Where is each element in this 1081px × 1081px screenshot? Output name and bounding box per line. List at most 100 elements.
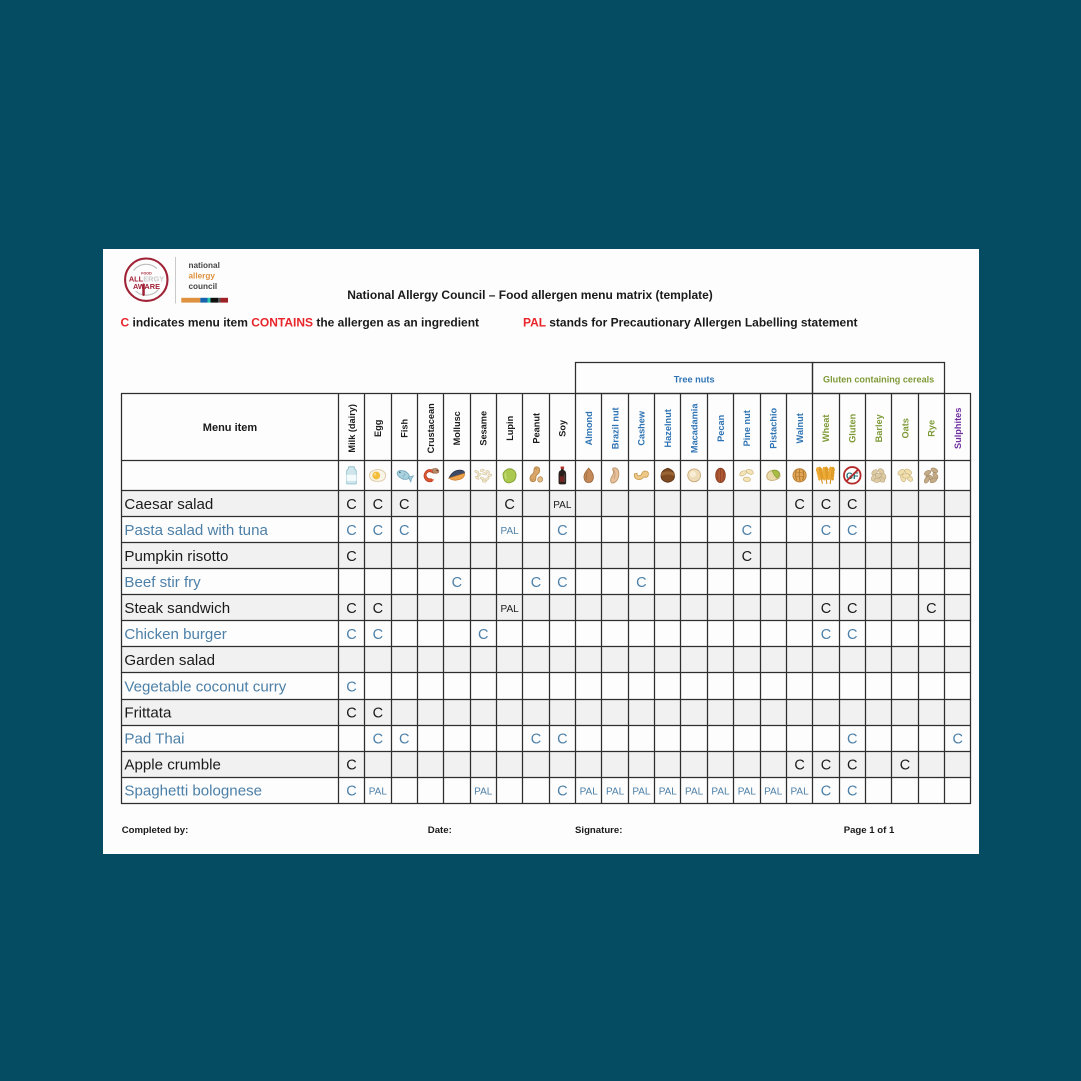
svg-text:PAL: PAL [369,787,388,798]
svg-text:C: C [900,757,910,773]
svg-text:PAL: PAL [738,787,757,798]
svg-text:C: C [794,497,804,513]
svg-text:Chicken burger: Chicken burger [124,626,226,643]
svg-text:C: C [821,497,831,513]
svg-text:C: C [821,757,831,773]
svg-text:PAL: PAL [501,526,520,537]
svg-text:Peanut: Peanut [531,413,541,444]
svg-text:C: C [926,601,936,617]
svg-text:Oats: Oats [900,418,910,438]
svg-text:PAL: PAL [632,787,651,798]
svg-text:Gluten: Gluten [848,413,858,442]
svg-text:allergy: allergy [189,272,216,281]
svg-text:C: C [373,601,383,617]
svg-text:Pistachio: Pistachio [769,407,779,448]
svg-text:C: C [557,784,567,800]
svg-text:Fish: Fish [400,418,410,437]
svg-text:C: C [742,549,752,565]
svg-text:Caesar salad: Caesar salad [124,496,213,513]
svg-text:C: C [742,523,752,539]
svg-text:C: C [478,627,488,643]
svg-text:Pecan: Pecan [716,414,726,441]
svg-text:C: C [636,575,646,591]
svg-text:C indicates menu item CONTAINS: C indicates menu item CONTAINS the aller… [121,316,480,330]
svg-text:PAL: PAL [764,787,783,798]
svg-text:PAL: PAL [711,787,730,798]
svg-text:Egg: Egg [373,420,383,437]
svg-text:Mollusc: Mollusc [452,411,462,445]
svg-text:C: C [346,549,356,565]
svg-text:C: C [847,731,857,747]
svg-text:Signature:: Signature: [575,825,622,836]
svg-text:Pumpkin risotto: Pumpkin risotto [124,548,228,565]
svg-text:Steak sandwich: Steak sandwich [124,600,230,617]
svg-text:national: national [189,261,220,270]
svg-text:C: C [346,523,356,539]
svg-text:C: C [373,705,383,721]
svg-text:C: C [847,784,857,800]
svg-text:C: C [452,575,462,591]
svg-text:C: C [373,497,383,513]
svg-text:C: C [557,575,567,591]
svg-text:C: C [346,601,356,617]
svg-text:Hazelnut: Hazelnut [663,409,673,447]
svg-text:C: C [847,757,857,773]
svg-text:FOOD: FOOD [141,271,152,275]
svg-text:Tree nuts: Tree nuts [674,374,715,384]
svg-text:PAL stands for Precautionary A: PAL stands for Precautionary Allergen La… [523,316,858,330]
svg-text:AWARE: AWARE [133,282,160,291]
svg-text:C: C [399,497,409,513]
svg-text:PAL: PAL [474,787,493,798]
svg-text:C: C [821,601,831,617]
svg-text:C: C [821,784,831,800]
svg-text:PAL: PAL [553,500,572,511]
svg-text:Date:: Date: [428,825,452,836]
svg-text:C: C [794,757,804,773]
svg-text:Garden salad: Garden salad [124,652,215,669]
svg-text:National Allergy Council – Foo: National Allergy Council – Food allergen… [347,288,713,302]
svg-text:PAL: PAL [501,604,520,615]
svg-text:PAL: PAL [659,787,678,798]
svg-text:PAL: PAL [580,787,599,798]
svg-text:Pad Thai: Pad Thai [124,730,184,747]
svg-text:council: council [189,282,218,291]
svg-text:C: C [346,627,356,643]
svg-text:C: C [952,731,962,747]
svg-text:C: C [821,627,831,643]
svg-text:C: C [346,679,356,695]
svg-text:Almond: Almond [584,411,594,445]
svg-text:Rye: Rye [927,420,937,437]
svg-text:Sesame: Sesame [479,411,489,446]
svg-text:C: C [373,627,383,643]
svg-text:Menu item: Menu item [203,422,258,434]
svg-text:C: C [847,523,857,539]
svg-text:C: C [399,731,409,747]
svg-text:C: C [847,497,857,513]
svg-text:Vegetable coconut curry: Vegetable coconut curry [124,678,286,695]
svg-text:C: C [346,497,356,513]
svg-text:Brazil nut: Brazil nut [610,407,620,449]
svg-text:C: C [346,757,356,773]
svg-text:Completed by:: Completed by: [122,825,189,836]
svg-text:C: C [373,523,383,539]
svg-text:Sulphites: Sulphites [953,408,963,449]
svg-text:Macadamia: Macadamia [689,403,699,453]
svg-text:Pasta salad with tuna: Pasta salad with tuna [124,522,268,539]
svg-text:Lupin: Lupin [505,415,515,440]
svg-text:C: C [531,731,541,747]
svg-text:C: C [847,601,857,617]
svg-text:C: C [346,784,356,800]
svg-text:C: C [847,627,857,643]
svg-text:C: C [399,523,409,539]
svg-text:Page 1 of 1: Page 1 of 1 [844,825,895,836]
svg-text:Gluten containing cereals: Gluten containing cereals [823,374,934,384]
svg-text:C: C [531,575,541,591]
svg-text:C: C [504,497,514,513]
svg-text:C: C [346,705,356,721]
svg-text:PAL: PAL [685,787,704,798]
svg-text:Apple crumble: Apple crumble [124,756,220,773]
svg-text:Spaghetti bolognese: Spaghetti bolognese [124,783,262,800]
svg-text:Crustacean: Crustacean [426,403,436,453]
svg-text:Walnut: Walnut [795,413,805,443]
svg-text:Pine nut: Pine nut [742,410,752,446]
